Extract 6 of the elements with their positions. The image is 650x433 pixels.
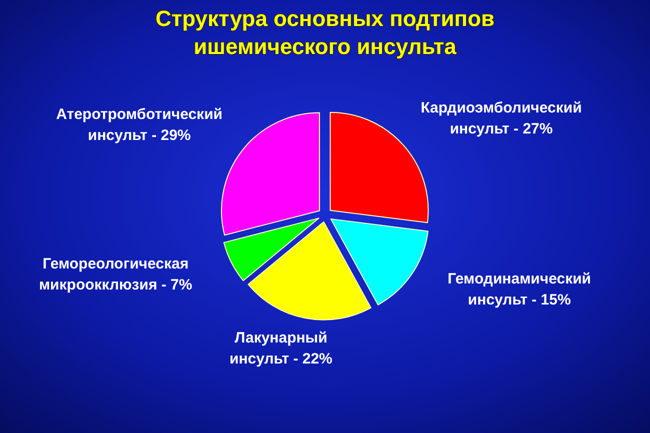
slice-label: Атеротромботический инсульт - 29%: [56, 106, 223, 144]
slice-label: Гемореологическая микроокклюзия - 7%: [38, 256, 192, 294]
slice-label: Кардиоэмболический инсульт - 27%: [420, 99, 582, 138]
slice-label: Гемодинамический инсульт - 15%: [448, 270, 592, 309]
chart-title: Структура основных подтипов ишемического инсульта: [155, 6, 495, 59]
slice-label: Лакунарный инсульт - 22%: [230, 330, 332, 368]
